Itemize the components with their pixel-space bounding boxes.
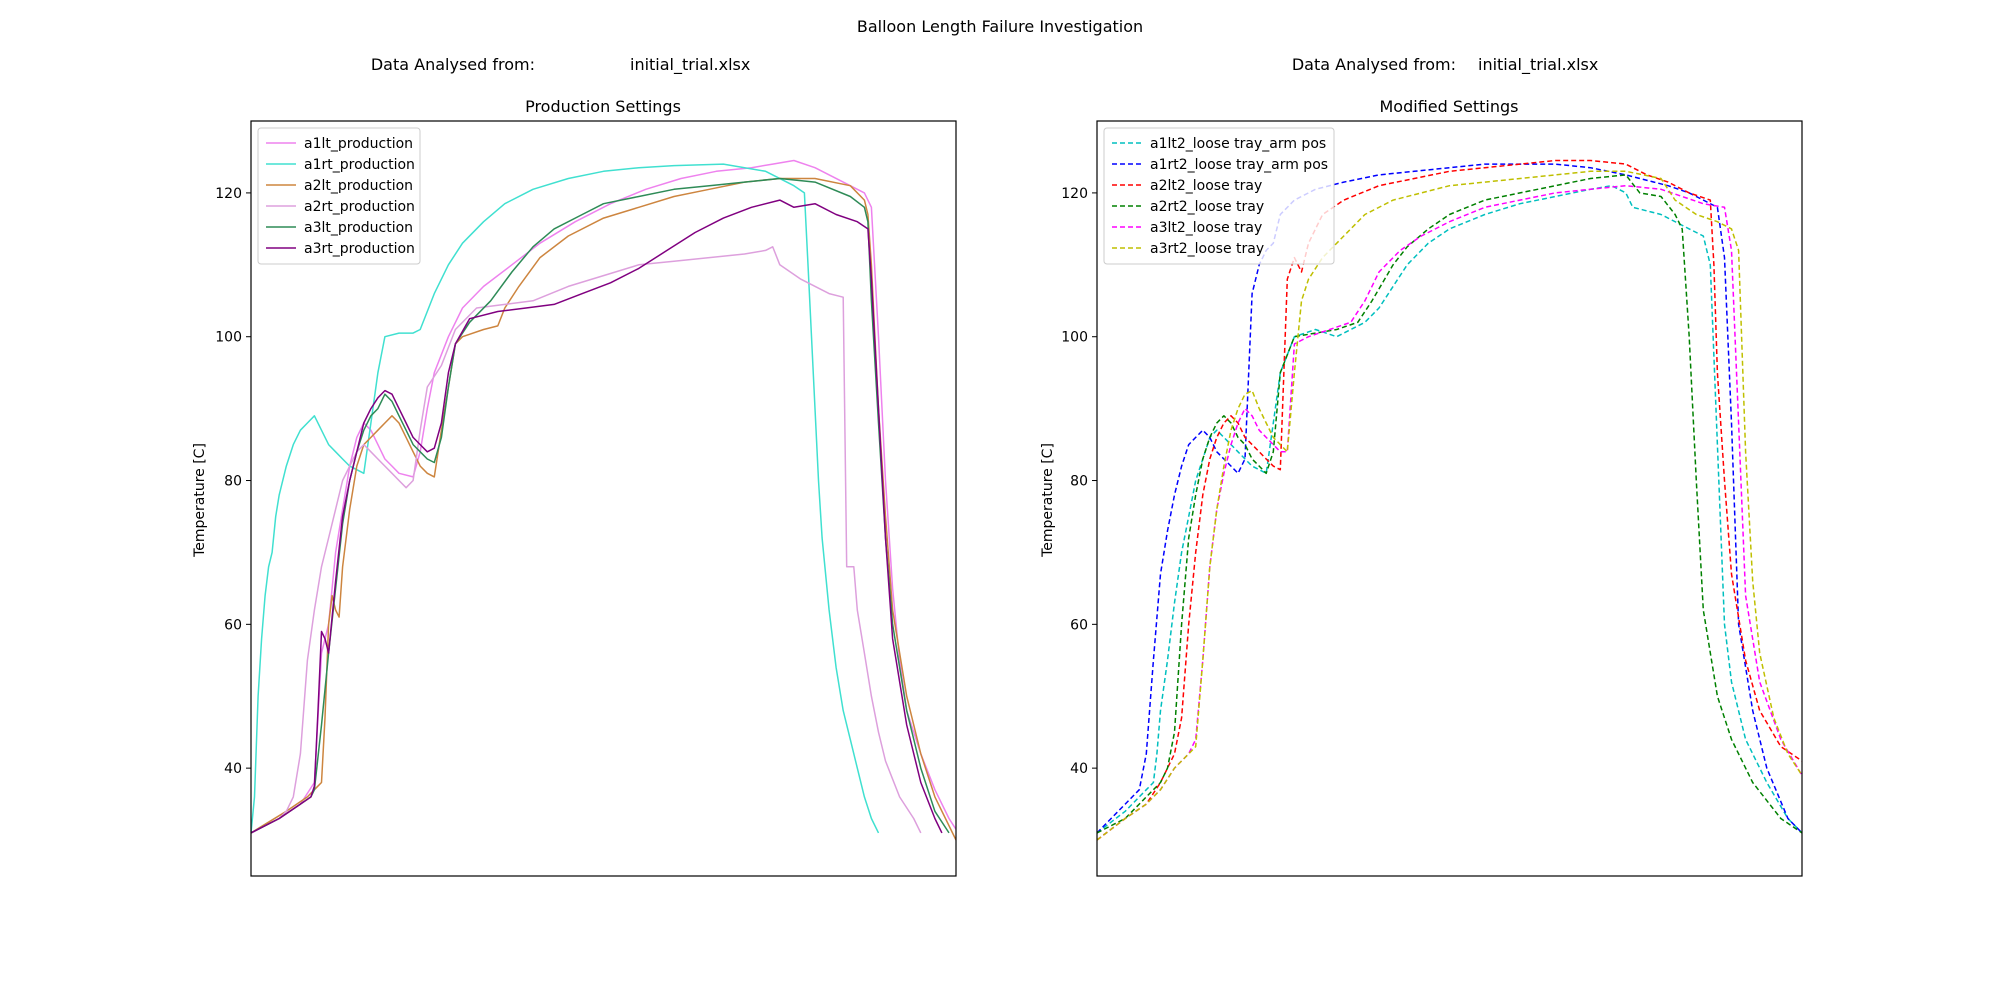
plot-frame-left (250, 120, 957, 877)
legend-entry: a1lt2_loose tray_arm pos (1150, 136, 1326, 152)
legend-box-right (1103, 127, 1335, 265)
plot-area-right: 40 60 80 100 120 a1lt2_loose tray_arm pos a1rt… (1061, 120, 1803, 877)
series-line-a3rt-production (251, 199, 943, 834)
chart-title-left: Production Settings (525, 97, 681, 116)
plot-area-left: 40 60 80 100 120 a1lt_production a1rt_producti… (215, 120, 957, 877)
legend-entry: a2lt_production (304, 178, 413, 194)
ylabel-left: Temperature [C] (192, 443, 208, 558)
source-label-left: Data Analysed from: (371, 55, 535, 74)
legend-left: a1lt_production a1rt_production a2lt_produ… (257, 127, 421, 265)
series-line-a1rt-production (251, 163, 880, 834)
source-label-right: Data Analysed from: (1292, 55, 1456, 74)
legend-entry: a2lt2_loose tray (1150, 178, 1262, 194)
ytick-label-right-120: 120 (1061, 186, 1088, 202)
figure-title: Balloon Length Failure Investigation (857, 17, 1143, 36)
source-file-right: initial_trial.xlsx (1478, 55, 1598, 75)
legend-entry: a1rt2_loose tray_arm pos (1150, 157, 1328, 173)
series-line-a2rt-production (251, 246, 922, 834)
series-line-a3lt2-loose-tray (1097, 184, 1802, 841)
legend-entry: a2rt2_loose tray (1150, 199, 1264, 215)
chart-title-right: Modified Settings (1380, 97, 1519, 116)
ytick-label-left-40: 40 (224, 761, 242, 777)
legend-entry: a3rt_production (304, 241, 415, 257)
ytick-label-left-80: 80 (224, 474, 242, 490)
plot-frame-right (1096, 120, 1803, 877)
legend-entry: a3lt2_loose tray (1150, 220, 1262, 236)
legend-box-left (257, 127, 421, 265)
legend-right: a1lt2_loose tray_arm pos a1rt2_loose tray… (1103, 127, 1335, 265)
ytick-label-left-60: 60 (224, 617, 242, 633)
chart-production: Data Analysed from: initial_trial.xlsx P… (192, 55, 957, 877)
legend-entry: a1rt_production (304, 157, 415, 173)
chart-modified: Data Analysed from: initial_trial.xlsx M… (1040, 55, 1803, 877)
ytick-label-left-100: 100 (215, 330, 242, 346)
series-line-a2rt2-loose-tray (1097, 174, 1802, 834)
series-line-a3rt2-loose-tray (1097, 170, 1802, 841)
ytick-label-right-40: 40 (1070, 761, 1088, 777)
ytick-label-right-80: 80 (1070, 474, 1088, 490)
series-line-a1lt2-loose-tray-arm-pos (1097, 184, 1802, 834)
legend-entry: a3rt2_loose tray (1150, 241, 1264, 257)
ylabel-right: Temperature [C] (1040, 443, 1056, 558)
legend-entry: a1lt_production (304, 136, 413, 152)
legend-entry: a2rt_production (304, 199, 415, 215)
source-file-left: initial_trial.xlsx (630, 55, 750, 75)
series-line-a1lt-production (251, 159, 956, 834)
ytick-label-right-60: 60 (1070, 617, 1088, 633)
series-line-a2lt2-loose-tray (1097, 159, 1802, 841)
legend-entry: a3lt_production (304, 220, 413, 236)
ytick-label-left-120: 120 (215, 186, 242, 202)
ytick-label-right-100: 100 (1061, 330, 1088, 346)
